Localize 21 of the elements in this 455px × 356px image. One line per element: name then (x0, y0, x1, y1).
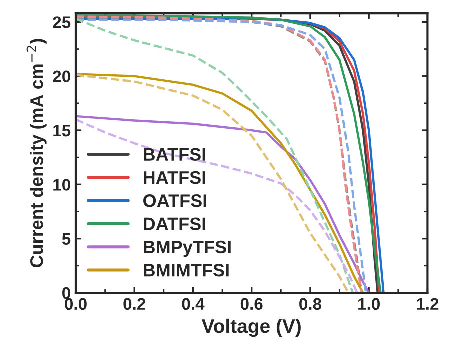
x-tick-label: 0.4 (182, 298, 205, 310)
legend-label: DATFSI (144, 218, 206, 230)
y-tick-label: 5 (62, 233, 71, 246)
x-tick-label: 1.2 (417, 298, 439, 310)
y-tick-label: 25 (53, 16, 71, 28)
x-tick-label: 0.2 (124, 298, 146, 310)
y-axis-title: Current density (mA cm$^{−2}$) (26, 39, 47, 268)
y-tick-label: 15 (54, 125, 71, 137)
y-tick-label: 20 (53, 70, 70, 83)
legend-label: OATFSI (144, 194, 206, 208)
x-tick-label: 0.6 (240, 298, 263, 310)
legend-label: BMIMTFSI (144, 264, 229, 277)
y-tick-label: 10 (54, 179, 70, 191)
legend-label: BATFSI (144, 148, 206, 162)
legend-label: BMPyTFSI (144, 240, 231, 258)
x-axis-title: Voltage (V) (202, 318, 301, 338)
x-tick-label: 1.0 (358, 298, 380, 310)
legend-label: HATFSI (144, 171, 206, 184)
x-tick-label: 0.8 (300, 298, 322, 310)
y-tick-label: 0 (62, 287, 70, 300)
x-tick-label: 0.0 (65, 298, 87, 310)
